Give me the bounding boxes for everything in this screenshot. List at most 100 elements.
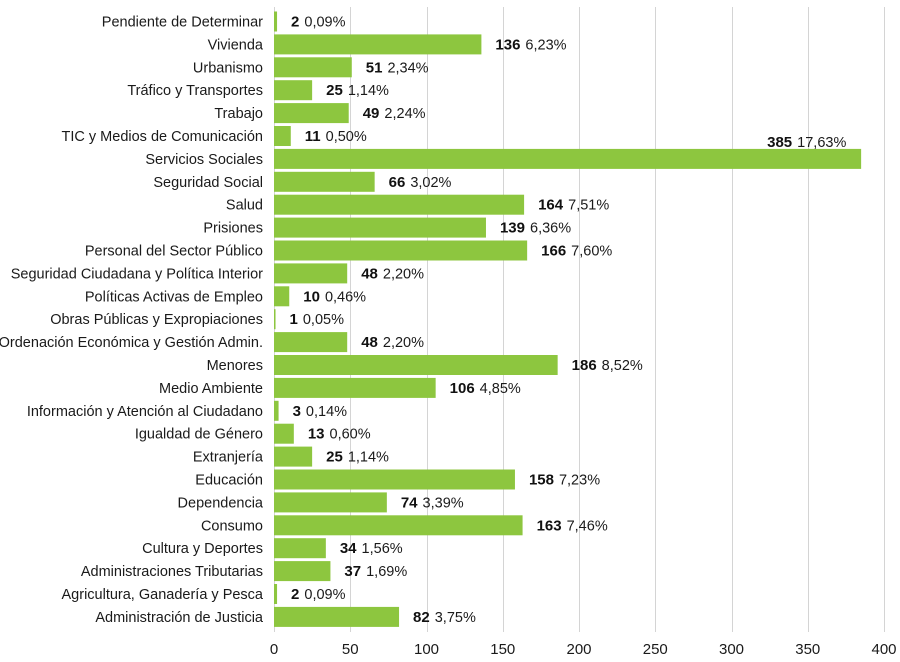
bar bbox=[274, 377, 436, 398]
bar bbox=[274, 34, 482, 55]
category-label: Educación bbox=[195, 473, 263, 489]
bar bbox=[274, 561, 331, 582]
category-label: Agricultura, Ganadería y Pesca bbox=[62, 587, 264, 603]
data-value-label: 25 bbox=[326, 82, 343, 99]
data-value-label: 48 bbox=[361, 334, 378, 351]
x-tick-label: 100 bbox=[414, 641, 439, 658]
category-label: Prisiones bbox=[203, 221, 263, 237]
x-tick-label: 0 bbox=[270, 641, 278, 658]
data-percent-label: 0,50% bbox=[326, 129, 367, 145]
data-value-label: 1 bbox=[290, 311, 298, 328]
data-value-label: 163 bbox=[537, 517, 562, 534]
data-percent-label: 0,14% bbox=[306, 404, 347, 420]
bar bbox=[274, 355, 558, 375]
bar bbox=[274, 57, 352, 78]
category-label: Obras Públicas y Expropiaciones bbox=[50, 312, 263, 328]
category-label: Administración de Justicia bbox=[95, 610, 264, 626]
bar bbox=[274, 332, 348, 353]
data-percent-label: 2,34% bbox=[387, 60, 428, 76]
data-percent-label: 0,05% bbox=[303, 312, 344, 328]
data-value-label: 48 bbox=[361, 265, 378, 282]
data-percent-label: 3,75% bbox=[435, 610, 476, 626]
x-tick-label: 400 bbox=[871, 641, 896, 658]
data-value-label: 74 bbox=[401, 494, 418, 511]
bar bbox=[274, 286, 290, 307]
category-label: Seguridad Ciudadana y Política Interior bbox=[11, 266, 263, 282]
data-percent-label: 2,20% bbox=[383, 335, 424, 351]
category-label: Tráfico y Transportes bbox=[127, 83, 263, 99]
x-tick-label: 250 bbox=[643, 641, 668, 658]
category-labels: Pendiente de Determinar Vivienda Urbanismo… bbox=[0, 15, 264, 626]
bar bbox=[274, 217, 486, 238]
category-label: Administraciones Tributarias bbox=[81, 564, 263, 580]
data-percent-label: 3,39% bbox=[423, 495, 464, 511]
data-value-label: 3 bbox=[293, 403, 301, 420]
bar bbox=[274, 194, 525, 215]
bar bbox=[274, 11, 278, 32]
x-tick-label: 50 bbox=[342, 641, 359, 658]
category-label: TIC y Medios de Comunicación bbox=[62, 129, 263, 145]
data-percent-label: 7,60% bbox=[571, 244, 612, 260]
bar bbox=[274, 584, 278, 604]
category-label: Seguridad Social bbox=[153, 175, 263, 191]
category-label: Dependencia bbox=[178, 495, 264, 511]
category-label: Trabajo bbox=[214, 106, 263, 122]
data-value-label: 166 bbox=[541, 243, 566, 260]
category-label: Urbanismo bbox=[193, 60, 263, 76]
bar bbox=[274, 515, 523, 536]
data-percent-label: 6,36% bbox=[530, 221, 571, 237]
x-axis-tick-labels: 0 50 100 150 200 250 300 350 400 bbox=[270, 641, 897, 658]
data-percent-label: 1,69% bbox=[366, 564, 407, 580]
x-tick-label: 350 bbox=[795, 641, 820, 658]
data-value-label: 37 bbox=[344, 563, 361, 580]
bar bbox=[274, 309, 276, 330]
data-value-label: 49 bbox=[363, 105, 380, 122]
data-value-label: 2 bbox=[291, 14, 299, 31]
data-value-label: 136 bbox=[495, 36, 520, 53]
bar bbox=[274, 126, 291, 146]
bar bbox=[274, 80, 313, 101]
data-value-label: 82 bbox=[413, 609, 430, 626]
data-value-label: 385 bbox=[767, 134, 792, 151]
data-percent-label: 4,85% bbox=[480, 381, 521, 397]
data-value-label: 106 bbox=[450, 380, 475, 397]
category-label: Ordenación Económica y Gestión Admin. bbox=[0, 335, 263, 351]
data-value-label: 158 bbox=[529, 472, 554, 489]
data-percent-label: 0,60% bbox=[330, 427, 371, 443]
category-label: Igualdad de Género bbox=[135, 427, 263, 443]
category-label: Extranjería bbox=[193, 450, 264, 466]
bar bbox=[274, 171, 375, 192]
bar bbox=[274, 538, 326, 559]
data-percent-label: 0,09% bbox=[304, 15, 345, 31]
category-label: Políticas Activas de Empleo bbox=[85, 289, 263, 305]
data-percent-label: 8,52% bbox=[602, 358, 643, 374]
data-percent-label: 1,56% bbox=[362, 541, 403, 557]
data-value-label: 13 bbox=[308, 426, 325, 443]
category-label: Información y Atención al Ciudadano bbox=[27, 404, 263, 420]
category-label: Menores bbox=[207, 358, 263, 374]
category-label: Pendiente de Determinar bbox=[102, 15, 263, 31]
x-tick-label: 150 bbox=[490, 641, 515, 658]
data-percent-label: 7,46% bbox=[567, 518, 608, 534]
data-percent-label: 0,46% bbox=[325, 289, 366, 305]
data-percent-label: 1,14% bbox=[348, 83, 389, 99]
bar bbox=[274, 400, 279, 421]
gridlines bbox=[274, 7, 885, 632]
bar bbox=[274, 148, 862, 169]
data-value-label: 51 bbox=[366, 59, 383, 76]
data-percent-label: 2,24% bbox=[384, 106, 425, 122]
x-tick-label: 300 bbox=[719, 641, 744, 658]
data-percent-label: 7,51% bbox=[568, 198, 609, 214]
data-value-label: 139 bbox=[500, 220, 525, 237]
category-label: Vivienda bbox=[208, 37, 264, 53]
bars bbox=[274, 11, 862, 627]
data-value-label: 2 bbox=[291, 586, 299, 603]
data-percent-label: 1,14% bbox=[348, 450, 389, 466]
bar bbox=[274, 469, 515, 490]
data-percent-label: 17,63% bbox=[797, 135, 846, 151]
data-percent-label: 3,02% bbox=[410, 175, 451, 191]
data-percent-label: 6,23% bbox=[525, 37, 566, 53]
bar bbox=[274, 263, 348, 284]
category-label: Medio Ambiente bbox=[159, 381, 263, 397]
